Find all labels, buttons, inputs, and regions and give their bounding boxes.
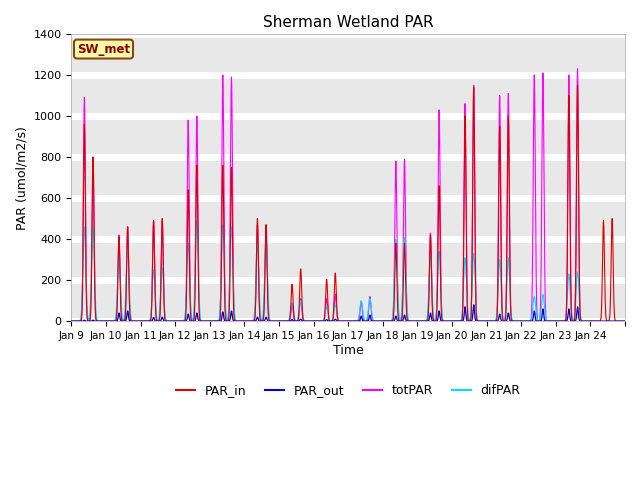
Legend: PAR_in, PAR_out, totPAR, difPAR: PAR_in, PAR_out, totPAR, difPAR [171,379,525,402]
Text: SW_met: SW_met [77,43,130,56]
Title: Sherman Wetland PAR: Sherman Wetland PAR [263,15,433,30]
X-axis label: Time: Time [333,344,364,357]
Y-axis label: PAR (umol/m2/s): PAR (umol/m2/s) [15,126,28,229]
